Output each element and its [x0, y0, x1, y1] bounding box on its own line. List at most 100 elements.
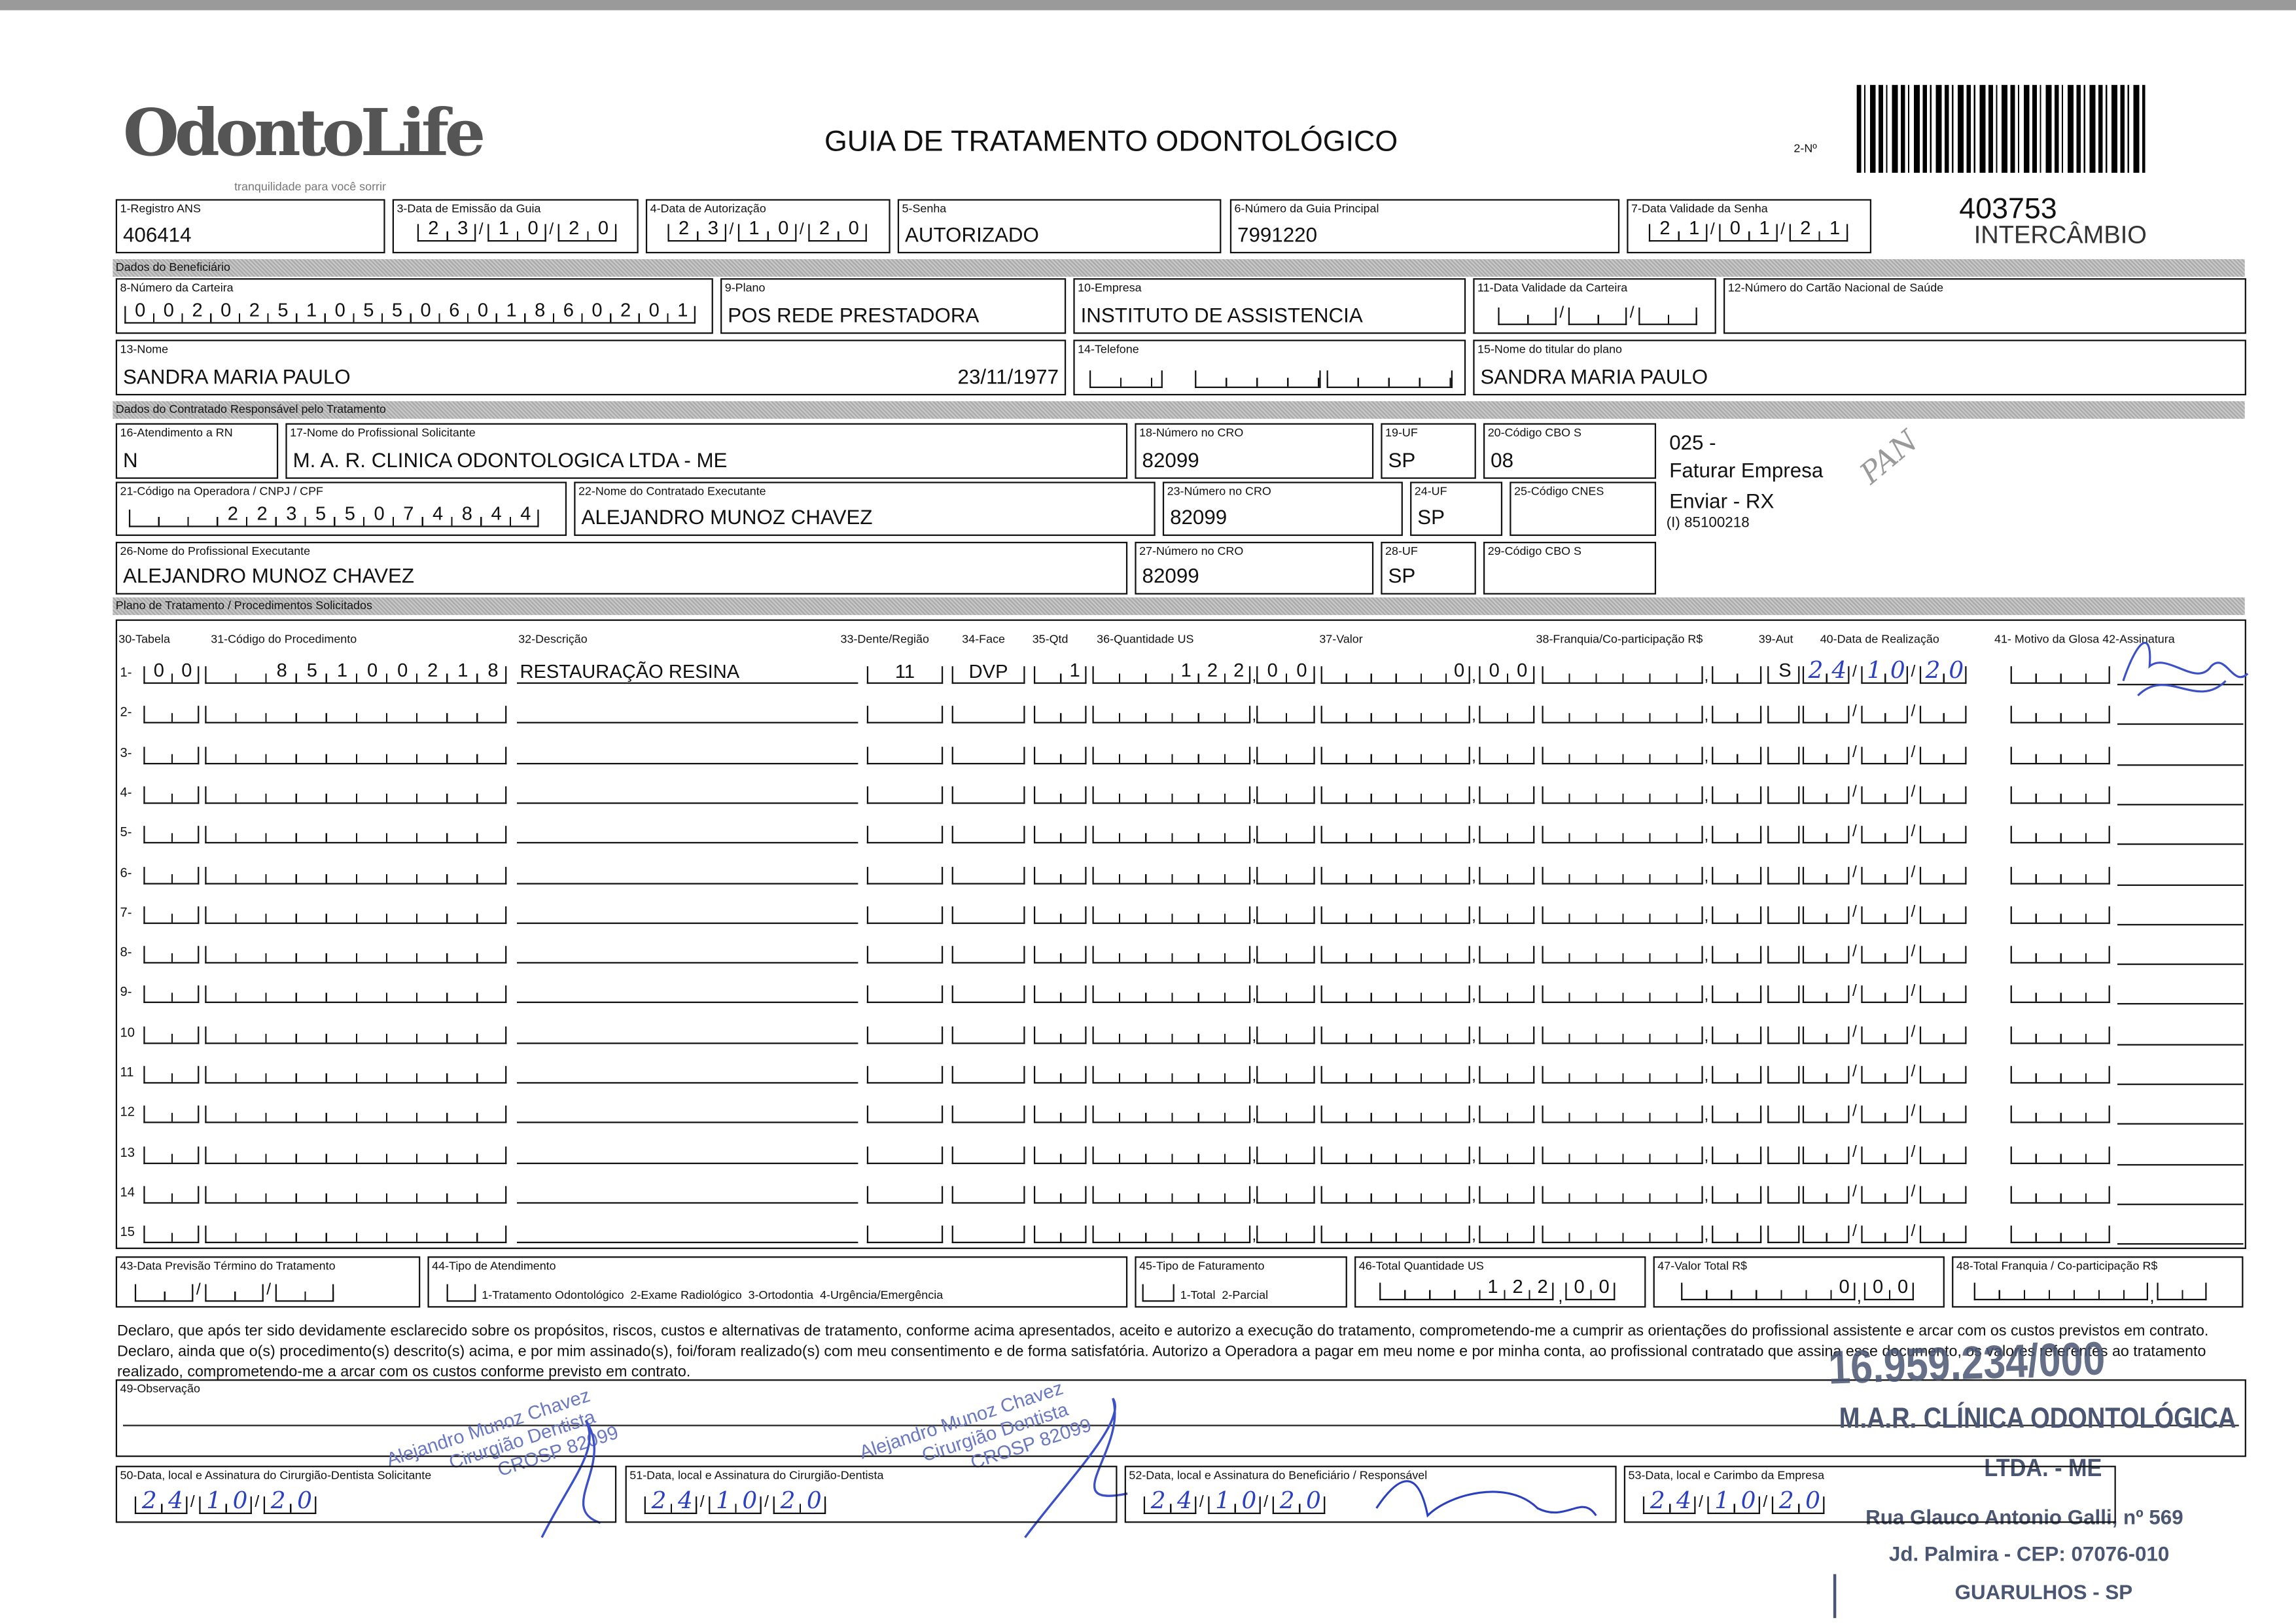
date-cells[interactable]	[1802, 945, 1850, 964]
cell-motivo-glosa[interactable]	[2010, 826, 2110, 844]
cell-motivo-glosa[interactable]	[2010, 746, 2110, 764]
cell-us_dec[interactable]	[1256, 746, 1315, 764]
cell-face[interactable]	[951, 866, 1025, 884]
cell-fr_int[interactable]	[1542, 906, 1703, 924]
cell-fr_int[interactable]	[1542, 1186, 1703, 1204]
cell-fr_dec[interactable]	[1712, 1186, 1762, 1204]
date-cells[interactable]	[1802, 1226, 1850, 1244]
field-cro-23[interactable]: 23-Número no CRO 82099	[1162, 482, 1403, 537]
date-cells[interactable]	[1802, 1026, 1850, 1044]
cell-tabela[interactable]	[143, 826, 200, 844]
date-cells[interactable]	[1802, 866, 1850, 884]
cell-fr_int[interactable]	[1542, 826, 1703, 844]
cell-tabela[interactable]	[143, 906, 200, 924]
cell-valor_dec[interactable]	[1479, 786, 1535, 804]
cell-qtd[interactable]	[1033, 945, 1087, 964]
cell-aut[interactable]	[1767, 1146, 1800, 1164]
cell-dente[interactable]	[866, 1186, 944, 1204]
field-senha[interactable]: 5-Senha AUTORIZADO	[897, 199, 1222, 254]
cell-codigo[interactable]	[205, 1146, 507, 1164]
cell-assinatura[interactable]	[2117, 986, 2244, 1006]
cell-descricao[interactable]	[516, 946, 858, 964]
cell-descricao[interactable]	[516, 1186, 858, 1204]
cell-fr_int[interactable]	[1542, 746, 1703, 764]
cell-descricao[interactable]	[516, 786, 858, 804]
cell-valor_dec[interactable]	[1479, 1066, 1535, 1084]
cell-motivo-glosa[interactable]	[2010, 866, 2110, 884]
cell-fr_dec[interactable]	[1712, 666, 1762, 684]
date-cells[interactable]	[1498, 307, 1557, 325]
cell-valor_int[interactable]	[1320, 1226, 1470, 1244]
cell-valor_int[interactable]	[1320, 746, 1470, 764]
date-cells[interactable]	[1919, 906, 1967, 924]
cell-fr_dec[interactable]	[1712, 866, 1762, 884]
cell-descricao[interactable]	[516, 1066, 858, 1084]
date-cells[interactable]	[1861, 706, 1908, 724]
date-cells[interactable]	[1861, 945, 1908, 964]
field-contratado-executante[interactable]: 22-Nome do Contratado Executante ALEJANDR…	[574, 482, 1156, 537]
cell-fr_int[interactable]	[1542, 1026, 1703, 1044]
date-cells[interactable]	[1919, 866, 1967, 884]
cell-motivo-glosa[interactable]	[2010, 985, 2110, 1004]
cell-us_dec[interactable]	[1256, 866, 1315, 884]
cell-tabela[interactable]	[143, 866, 200, 884]
tipo-faturamento-cell[interactable]	[1142, 1284, 1174, 1302]
date-cells[interactable]	[1861, 1226, 1908, 1244]
field-total-franquia[interactable]: 48-Total Franquia / Co-participação R$,	[1952, 1256, 2244, 1308]
cell-tabela[interactable]	[143, 1146, 200, 1164]
date-cells[interactable]	[1802, 1066, 1850, 1084]
field-profissional-executante[interactable]: 26-Nome do Profissional Executante ALEJAN…	[115, 542, 1128, 595]
cell-dente[interactable]	[866, 866, 944, 884]
cell-us_dec[interactable]	[1256, 1066, 1315, 1084]
cell-qtd[interactable]	[1033, 906, 1087, 924]
cell-descricao[interactable]	[516, 1146, 858, 1164]
cell-valor_dec[interactable]	[1479, 746, 1535, 764]
field-nome[interactable]: 13-Nome SANDRA MARIA PAULO 23/11/1977	[115, 340, 1067, 396]
signature-box-53[interactable]: 53-Data, local e Carimbo da Empresa 2 4/1 0…	[1623, 1466, 2116, 1523]
cell-descricao[interactable]	[516, 866, 858, 884]
cell-qtd[interactable]	[1033, 786, 1087, 804]
cell-tabela[interactable]	[143, 985, 200, 1004]
cell-aut[interactable]	[1767, 746, 1800, 764]
cell-codigo[interactable]	[205, 985, 507, 1004]
date-cells[interactable]	[1861, 1066, 1908, 1084]
field-cbo-20[interactable]: 20-Código CBO S 08	[1483, 423, 1657, 479]
cell-qtd[interactable]	[1033, 1146, 1087, 1164]
cell-motivo-glosa[interactable]	[2010, 786, 2110, 804]
cell-tabela[interactable]	[143, 945, 200, 964]
cell-us_int[interactable]	[1092, 1146, 1251, 1164]
cell-descricao[interactable]: RESTAURAÇÃO RESINA	[516, 660, 858, 684]
cell-dente[interactable]	[866, 945, 944, 964]
field-cnes[interactable]: 25-Código CNES	[1510, 482, 1657, 537]
date-cells[interactable]	[1638, 307, 1697, 325]
cell-us_dec[interactable]	[1256, 1186, 1315, 1204]
date-cells[interactable]	[1919, 1226, 1967, 1244]
cell-valor_dec[interactable]	[1479, 906, 1535, 924]
cell-dente[interactable]	[866, 1106, 944, 1124]
date-cells[interactable]	[1861, 1146, 1908, 1164]
date-cells[interactable]	[1861, 906, 1908, 924]
cell-fr_dec[interactable]	[1712, 1026, 1762, 1044]
cell-tabela[interactable]	[143, 706, 200, 724]
cell-fr_dec[interactable]	[1712, 945, 1762, 964]
field-validade-senha[interactable]: 7-Data Validade da Senha 2 1/0 1/2 1	[1627, 199, 1872, 254]
field-uf-24[interactable]: 24-UF SP	[1410, 482, 1503, 537]
field-cro-27[interactable]: 27-Número no CRO 82099	[1135, 542, 1374, 595]
cell-face[interactable]	[951, 985, 1025, 1004]
field-total-us[interactable]: 46-Total Quantidade US, 1 2 2 0 0	[1354, 1256, 1646, 1308]
cell-valor_dec[interactable]	[1479, 826, 1535, 844]
cell-face[interactable]	[951, 786, 1025, 804]
cell-us_dec[interactable]	[1256, 786, 1315, 804]
